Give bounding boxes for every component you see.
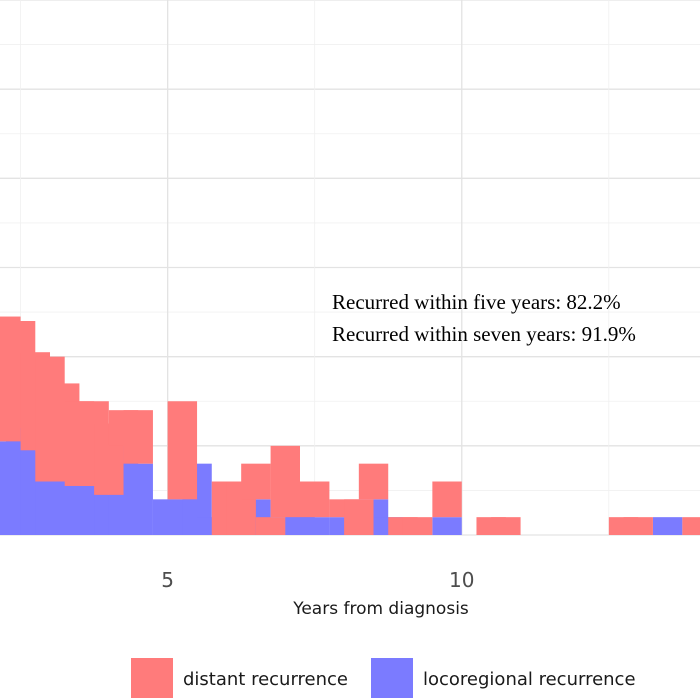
x-axis-title: Years from diagnosis [292, 599, 469, 619]
bar-distant [123, 410, 153, 464]
bar-distant [491, 517, 521, 535]
bar-distant [167, 401, 198, 500]
bar-distant [682, 517, 700, 535]
bar-distant [402, 517, 433, 535]
legend-label-locoregional: locoregional recurrence [423, 669, 636, 690]
legend-swatch-locoregional [371, 658, 413, 698]
annotation-box: Recurred within five years: 82.2% Recurr… [332, 290, 636, 346]
histogram-bars [0, 316, 700, 535]
legend-swatch-distant [131, 658, 173, 698]
bar-distant [623, 517, 653, 535]
annotation-five-years: Recurred within five years: 82.2% [332, 290, 621, 314]
bar-distant [241, 463, 271, 500]
bar-distant [344, 499, 374, 535]
bar-distant [255, 517, 286, 535]
x-tick-label: 10 [449, 568, 474, 592]
annotation-seven-years: Recurred within seven years: 91.9% [332, 322, 636, 346]
bar-distant [270, 445, 300, 518]
x-axis-ticks: 5 10 [161, 568, 474, 592]
x-tick-label: 5 [161, 568, 174, 592]
bar-locoregional [123, 463, 153, 535]
legend: distant recurrence locoregional recurren… [131, 658, 636, 698]
bar-distant [300, 481, 330, 518]
bar-locoregional [300, 517, 330, 535]
bar-locoregional [432, 517, 462, 535]
bar-locoregional [652, 517, 683, 535]
bar-distant [432, 481, 462, 518]
bar-distant [358, 463, 389, 500]
legend-label-distant: distant recurrence [183, 669, 348, 690]
